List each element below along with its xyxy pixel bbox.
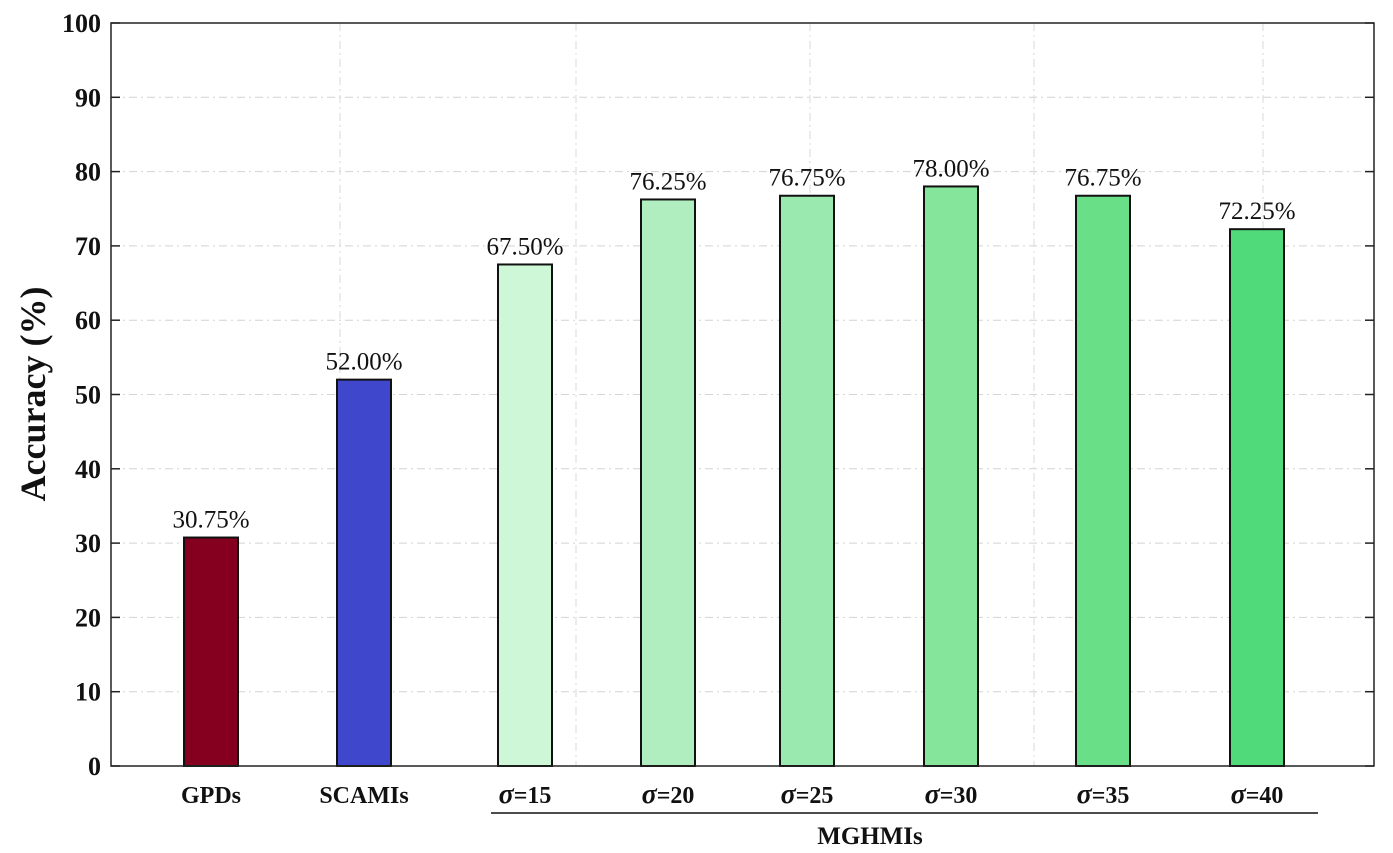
bar: [1229, 228, 1285, 767]
sigma-symbol: σ: [1077, 779, 1093, 810]
y-tick-label: 0: [88, 752, 101, 781]
sigma-symbol: σ: [925, 779, 941, 810]
bar-value-label: 30.75%: [172, 507, 249, 534]
x-tick-label: σ=15: [499, 779, 552, 810]
y-tick-label: 90: [75, 83, 101, 112]
x-tick-label: σ=40: [1231, 779, 1284, 810]
sigma-symbol: σ: [781, 779, 797, 810]
bar-value-label: 52.00%: [325, 349, 402, 376]
group-label: MGHMIs: [817, 823, 923, 850]
x-tick-label: σ=30: [925, 779, 978, 810]
x-tick-label: σ=35: [1077, 779, 1130, 810]
y-tick-label: 60: [75, 306, 101, 335]
x-tick-text: GPDs: [181, 783, 241, 809]
bar: [336, 378, 392, 767]
bar-value-label: 76.25%: [629, 168, 706, 195]
x-tick-text: =40: [1246, 783, 1284, 809]
x-axis: GPDs SCAMIs σ=15 σ=20 σ=25 σ=30 σ=35 σ=40: [181, 779, 1283, 810]
sigma-symbol: σ: [499, 779, 515, 810]
bar-value-label: 76.75%: [768, 165, 845, 192]
bar: [497, 263, 553, 767]
bar-value-label: 72.25%: [1218, 198, 1295, 225]
y-tick-label: 100: [62, 9, 101, 38]
sigma-symbol: σ: [1231, 779, 1247, 810]
y-tick-label: 50: [75, 381, 101, 410]
x-tick-text: =15: [514, 783, 552, 809]
y-tick-label: 40: [75, 455, 101, 484]
bar: [640, 198, 696, 767]
x-tick-text: =30: [940, 783, 978, 809]
y-tick-label: 80: [75, 158, 101, 187]
y-tick-label: 70: [75, 232, 101, 261]
y-tick-label: 20: [75, 603, 101, 632]
y-axis: 0 10 20 30 40 50 60 70 80 90 100: [62, 9, 1374, 781]
bar: [779, 194, 835, 767]
x-tick-text: =25: [796, 783, 834, 809]
bars: 30.75% 52.00% 67.50% 76.25% 76.75% 78.00% 76.7…: [172, 155, 1296, 768]
y-axis-label: Accuracy (%): [13, 287, 53, 502]
y-tick-label: 10: [75, 678, 101, 707]
bar-value-label: 78.00%: [912, 155, 989, 182]
bar: [923, 185, 979, 767]
x-tick-label: GPDs: [181, 783, 241, 809]
sigma-symbol: σ: [642, 779, 658, 810]
x-tick-text: SCAMIs: [319, 783, 408, 809]
x-tick-label: σ=25: [781, 779, 834, 810]
bar: [1075, 194, 1131, 767]
x-tick-text: =20: [657, 783, 695, 809]
x-tick-text: =35: [1092, 783, 1130, 809]
bar-value-label: 67.50%: [486, 233, 563, 260]
y-tick-label: 30: [75, 529, 101, 558]
x-tick-label: σ=20: [642, 779, 695, 810]
bar-value-label: 76.75%: [1064, 165, 1141, 192]
x-tick-label: SCAMIs: [319, 783, 408, 809]
bar: [183, 536, 239, 768]
